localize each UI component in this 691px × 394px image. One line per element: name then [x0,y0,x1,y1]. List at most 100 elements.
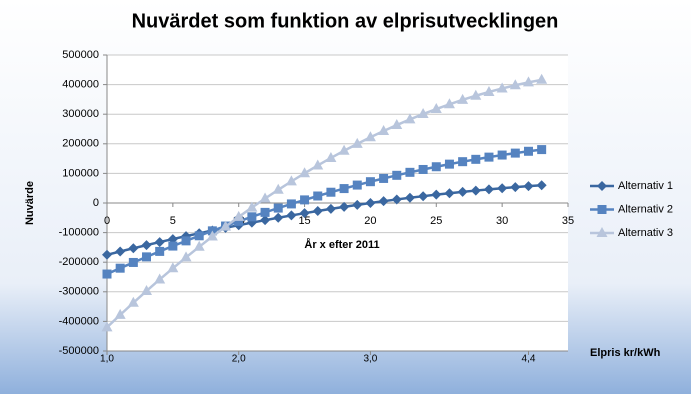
marker [273,203,283,213]
marker [443,98,455,109]
marker [141,240,152,251]
marker [142,252,152,262]
marker [497,183,508,194]
marker [471,154,481,164]
marker [167,262,179,273]
series-line [106,78,542,329]
marker [102,249,112,260]
marker [127,296,139,307]
legend-label: Alternativ 1 [618,180,673,192]
y-tick-label: 500000 [62,49,99,61]
marker [338,144,350,155]
marker [431,189,442,200]
x-tick-label: 20 [364,215,376,227]
marker [483,184,494,195]
marker [470,89,482,100]
marker [523,146,533,156]
x2-tick-label: 3,0 [363,354,377,365]
marker [522,76,534,87]
marker [102,269,112,279]
marker [325,203,336,214]
marker [115,246,126,257]
marker [260,215,271,226]
marker [194,231,204,241]
marker [391,119,403,130]
x2-tick-label: 4,4 [522,354,536,365]
marker [193,240,205,251]
marker [457,186,468,197]
marker [272,183,284,194]
marker [418,164,428,174]
marker [246,201,258,212]
marker [300,195,310,205]
marker [168,241,178,251]
y-tick-label: 100000 [62,167,99,179]
marker [233,210,245,221]
marker [326,187,336,197]
marker [181,236,191,246]
marker [247,212,257,222]
marker [405,167,415,177]
x-tick-label: 30 [496,215,508,227]
x2-tick-label: 1,0 [100,354,114,365]
marker [523,181,534,192]
legend-marker [596,227,608,237]
marker [180,251,192,262]
x-tick-label: 25 [430,215,442,227]
marker [299,208,310,219]
legend-label: Alternativ 3 [618,227,673,239]
x2-axis-label: Elpris kr/kWh [590,347,661,359]
marker [154,237,165,248]
marker [128,257,138,267]
marker [509,79,521,90]
y-tick-label: -200000 [59,256,99,268]
series-line [106,183,542,257]
chart-title: Nuvärdet som funktion av elprisutvecklin… [132,10,559,32]
y-tick-label: 400000 [62,79,99,91]
marker [444,188,455,199]
x-tick-label: 35 [562,215,574,227]
marker [379,173,389,183]
marker [391,194,402,205]
marker [496,82,508,93]
marker [404,113,416,124]
x2-tick-label: 2,0 [232,354,246,365]
marker [365,198,376,208]
y-tick-label: -400000 [59,315,99,327]
marker [114,308,126,319]
marker [273,212,284,223]
marker [483,85,495,96]
marker [364,131,376,142]
x-axis-label: År x efter 2011 [304,238,379,251]
marker [285,175,297,186]
marker [470,185,481,196]
marker [536,73,548,84]
y-axis-label: Nuvärde [24,181,36,225]
marker [339,201,350,212]
marker [299,167,311,178]
marker [259,192,271,203]
marker [404,192,415,203]
legend-marker [597,205,607,214]
marker [536,180,547,191]
legend-marker [597,181,607,191]
marker [155,246,165,256]
marker [537,145,547,155]
marker [457,93,469,104]
marker [286,199,296,209]
marker [510,148,520,158]
marker [365,177,375,187]
marker [206,230,218,241]
y-tick-label: -100000 [59,227,99,239]
marker [417,108,429,119]
marker [458,157,468,167]
marker [497,150,507,160]
y-tick-label: 200000 [62,138,99,150]
marker [312,159,324,170]
marker [115,263,125,273]
marker [510,182,521,193]
marker [339,184,349,194]
marker [378,196,389,207]
marker [260,207,270,217]
